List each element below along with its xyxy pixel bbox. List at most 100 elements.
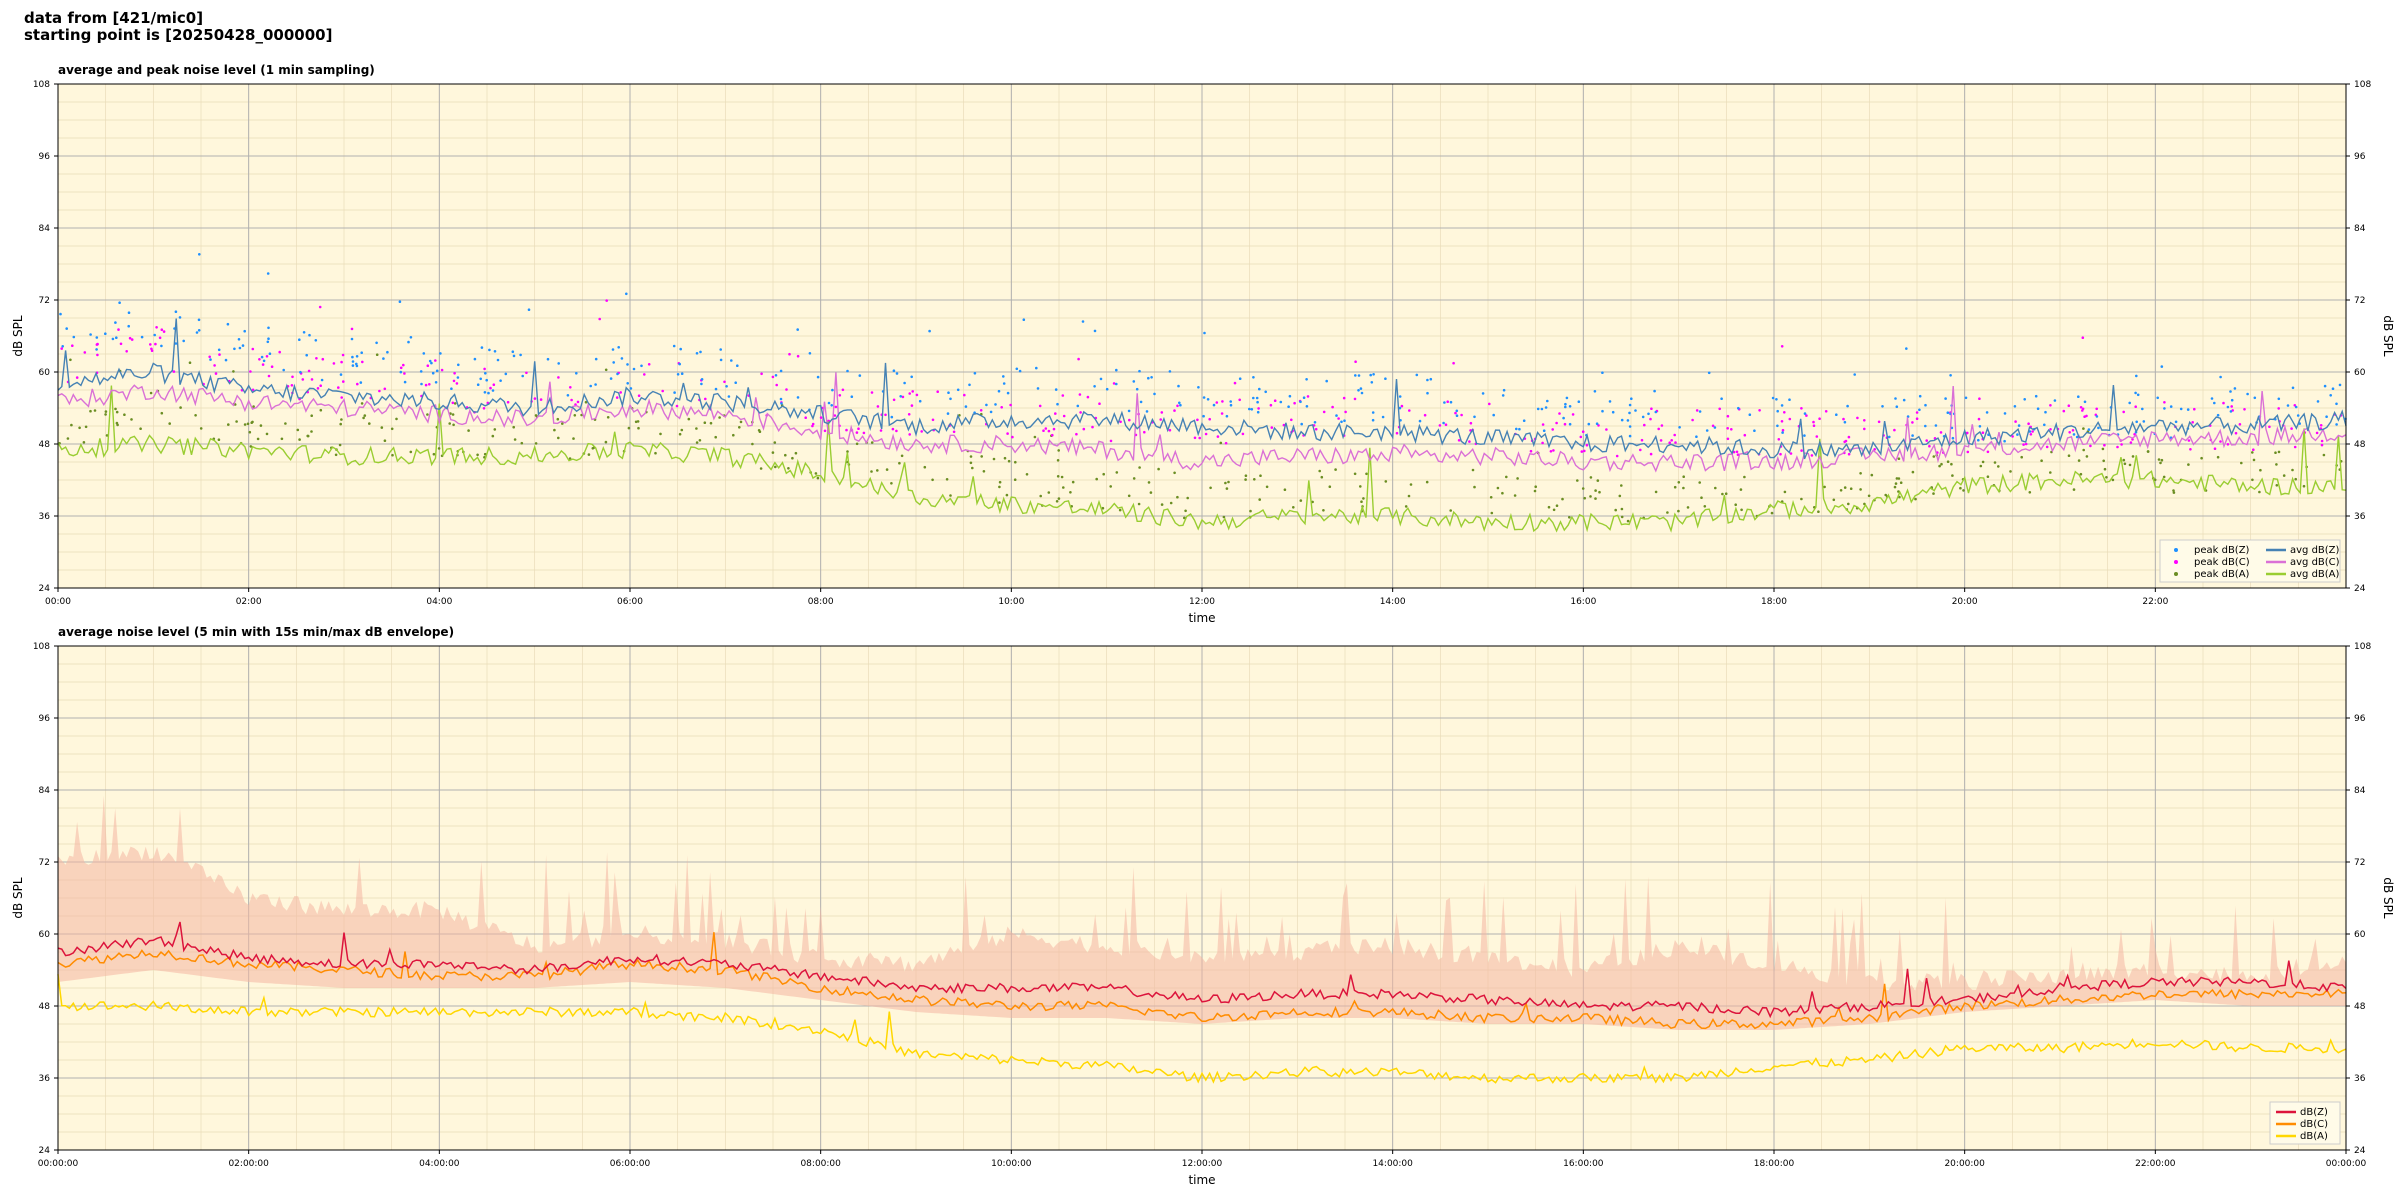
data-point [1817, 510, 1820, 513]
data-point [1449, 509, 1452, 512]
data-point [2213, 447, 2217, 451]
data-point [1780, 404, 1784, 407]
data-point [233, 347, 236, 351]
data-point [553, 428, 556, 432]
data-point [227, 423, 230, 426]
y-tick-label-right: 84 [2354, 786, 2366, 796]
data-point [827, 401, 831, 405]
data-point [251, 388, 255, 392]
data-point [1184, 509, 1187, 513]
data-point [265, 355, 269, 358]
data-point [1398, 395, 1402, 398]
data-point [794, 451, 798, 455]
data-point [1986, 475, 1990, 479]
data-point [1202, 396, 1206, 399]
data-point [1654, 410, 1658, 414]
data-point [1443, 401, 1446, 404]
data-point [1305, 405, 1309, 408]
data-point [2077, 459, 2081, 462]
x-tick-label: 00:00:00 [2326, 1159, 2367, 1169]
data-point [1258, 387, 1261, 391]
legend-entry: dB(A) [2300, 1131, 2328, 1142]
data-point [1555, 504, 1559, 508]
data-point [979, 409, 983, 412]
legend-marker [2174, 572, 2178, 576]
data-point [907, 413, 911, 416]
data-point [2077, 395, 2080, 399]
x-tick-label: 20:00:00 [1944, 1159, 1985, 1169]
data-point [1438, 424, 1442, 427]
y-tick-label-right: 36 [2354, 1074, 2366, 1084]
data-point [1290, 418, 1293, 422]
data-point [2291, 386, 2295, 390]
data-point [619, 391, 622, 394]
data-point [1203, 331, 1206, 335]
data-point [1934, 424, 1938, 427]
data-point [243, 423, 247, 426]
data-point [2014, 420, 2017, 423]
data-point [1789, 452, 1793, 455]
data-point [2156, 396, 2159, 400]
data-point [1893, 428, 1896, 432]
data-point [1568, 405, 1572, 408]
data-point [489, 386, 492, 390]
data-point [2103, 443, 2106, 447]
data-point [78, 426, 81, 430]
data-point [241, 344, 245, 347]
data-point [1758, 409, 1761, 412]
data-point [773, 441, 777, 444]
data-point [1429, 377, 1433, 381]
data-point [491, 389, 495, 392]
data-point [1700, 496, 1703, 500]
data-point [736, 364, 739, 368]
data-point [2329, 394, 2332, 397]
data-point [2226, 405, 2230, 409]
data-point [434, 359, 437, 362]
data-point [2259, 468, 2262, 472]
data-point [1863, 419, 1866, 422]
data-point [511, 350, 515, 354]
data-point [816, 476, 820, 480]
data-point [604, 440, 608, 444]
data-point [1011, 435, 1014, 439]
header-start-point: starting point is [20250428_000000] [24, 26, 333, 44]
data-point [985, 403, 988, 407]
data-point [1660, 424, 1664, 427]
data-point [1257, 407, 1260, 410]
data-point [83, 351, 87, 354]
data-point [647, 363, 651, 366]
data-point [723, 380, 726, 384]
data-point [178, 316, 182, 319]
data-point [1353, 472, 1357, 476]
data-point [1149, 491, 1153, 494]
data-point [992, 457, 996, 461]
data-point [453, 402, 457, 405]
legend-entry: avg dB(Z) [2290, 545, 2340, 556]
data-point [2253, 396, 2257, 400]
y-tick-label-right: 48 [2354, 1002, 2366, 1012]
data-point [1583, 449, 1586, 453]
data-point [1620, 515, 1624, 519]
data-point [2282, 474, 2286, 477]
data-point [270, 365, 274, 369]
data-point [1867, 494, 1871, 498]
data-point [1395, 431, 1399, 435]
data-point [1678, 426, 1681, 429]
data-point [1771, 396, 1775, 400]
y-tick-label: 60 [39, 368, 51, 378]
data-point [195, 331, 199, 334]
data-point [1138, 466, 1141, 469]
data-point [1318, 469, 1321, 473]
data-point [982, 470, 986, 473]
chart-1: 24 24 36 36 48 48 60 60 72 72 84 84 96 96 108 108 00:00 0… [11, 63, 2395, 625]
data-point [771, 451, 775, 454]
data-point [1198, 436, 1201, 440]
data-point [291, 375, 294, 379]
data-point [1981, 431, 1985, 435]
data-point [568, 457, 572, 460]
data-point [1471, 468, 1475, 472]
y-tick-label: 36 [39, 512, 51, 522]
data-point [2291, 468, 2294, 472]
data-point [1238, 398, 1241, 402]
data-point [2323, 384, 2327, 388]
